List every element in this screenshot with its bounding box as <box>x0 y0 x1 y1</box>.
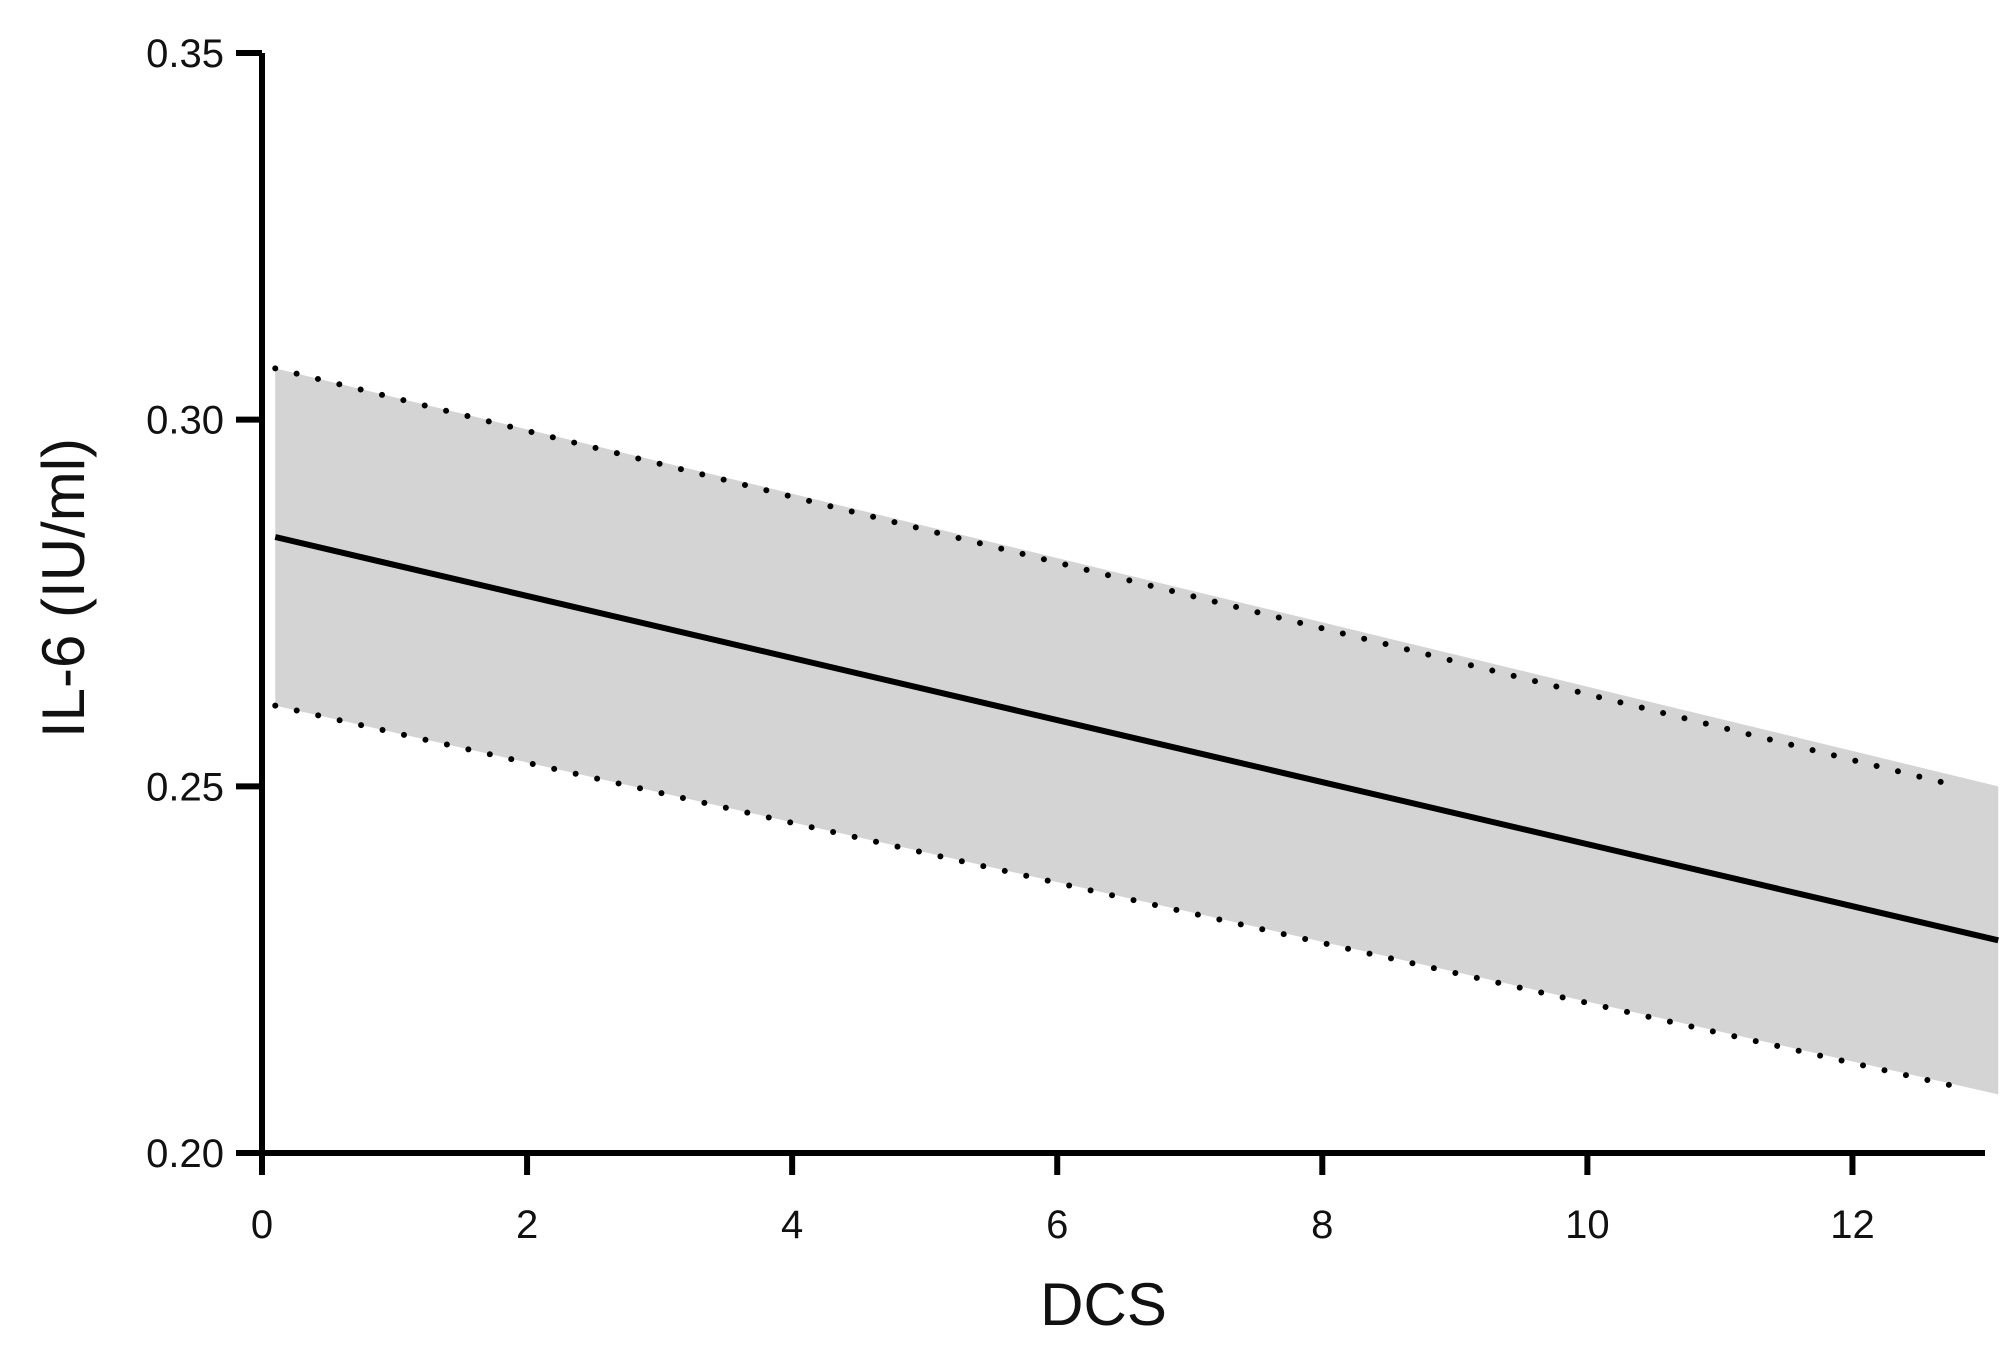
x-tick-label: 6 <box>1046 1203 1068 1247</box>
x-axis-title: DCS <box>1040 1271 1167 1338</box>
y-axis: 0.20 0.25 0.30 0.35 <box>146 32 265 1176</box>
x-ticks: 0 2 4 6 8 10 12 <box>251 1153 1875 1247</box>
regression-line <box>274 534 1999 944</box>
x-tick-label: 10 <box>1565 1203 1610 1247</box>
y-axis-title: IL-6 (IU/ml) <box>30 438 97 738</box>
y-tick-label: 0.35 <box>146 32 224 76</box>
x-axis: 0 2 4 6 8 10 12 <box>251 1150 1985 1247</box>
y-tick-label: 0.25 <box>146 765 224 809</box>
confidence-band <box>275 368 1999 1095</box>
y-tick-label: 0.30 <box>146 399 224 443</box>
lower-ci-line <box>272 702 1962 1090</box>
x-tick-label: 4 <box>781 1203 803 1247</box>
y-ticks: 0.20 0.25 0.30 0.35 <box>146 32 262 1176</box>
x-tick-label: 2 <box>516 1203 538 1247</box>
plot-area <box>272 365 1999 1095</box>
x-tick-label: 0 <box>251 1203 273 1247</box>
y-tick-label: 0.20 <box>146 1132 224 1176</box>
x-tick-label: 12 <box>1830 1203 1875 1247</box>
x-tick-label: 8 <box>1311 1203 1333 1247</box>
